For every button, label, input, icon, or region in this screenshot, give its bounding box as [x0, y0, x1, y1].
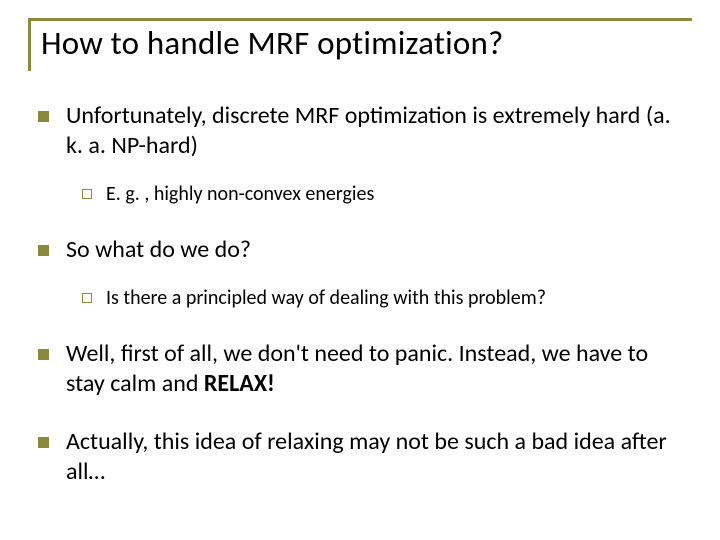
- bullet-text-bold: RELAX!: [204, 369, 275, 398]
- bullet-text: Unfortunately, discrete MRF optimization…: [66, 101, 671, 160]
- list-item: Well, first of all, we don't need to pan…: [66, 339, 692, 399]
- bullet-list-level1: Unfortunately, discrete MRF optimization…: [28, 101, 692, 487]
- title-container: How to handle MRF optimization?: [28, 18, 692, 71]
- bullet-text: So what do we do?: [66, 235, 251, 264]
- list-item: Unfortunately, discrete MRF optimization…: [66, 101, 692, 207]
- bullet-text-prefix: Well, first of all, we don't need to pan…: [66, 339, 648, 398]
- sub-bullet-text: E. g. , highly non-convex energies: [106, 182, 374, 206]
- sub-bullet-text: Is there a principled way of dealing wit…: [106, 286, 546, 310]
- list-item: So what do we do? Is there a principled …: [66, 235, 692, 311]
- list-item: Is there a principled way of dealing wit…: [106, 285, 692, 311]
- bullet-list-level2: E. g. , highly non-convex energies: [66, 181, 692, 207]
- bullet-text: Actually, this idea of relaxing may not …: [66, 427, 667, 486]
- list-item: Actually, this idea of relaxing may not …: [66, 427, 692, 487]
- slide-title: How to handle MRF optimization?: [41, 23, 692, 63]
- bullet-list-level2: Is there a principled way of dealing wit…: [66, 285, 692, 311]
- list-item: E. g. , highly non-convex energies: [106, 181, 692, 207]
